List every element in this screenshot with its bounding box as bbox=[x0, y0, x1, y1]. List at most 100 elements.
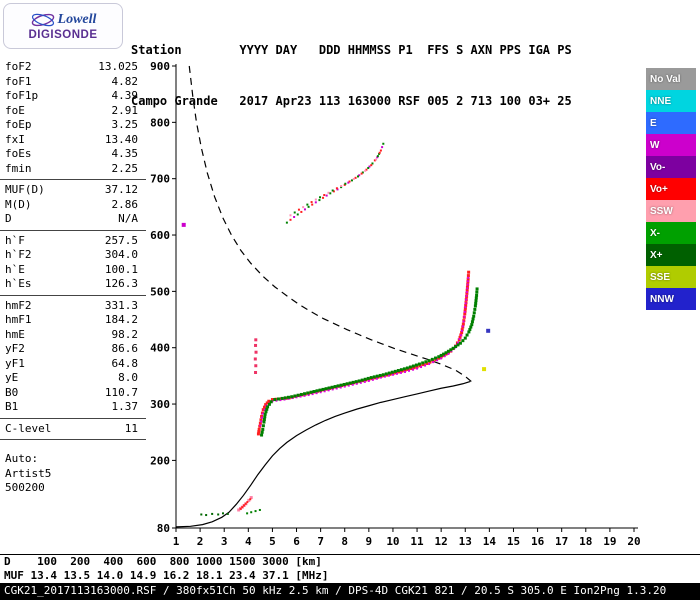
param-value: 2.25 bbox=[111, 161, 139, 175]
header-block: Station YYYY DAY DDD HHMMSS P1 FFS S AXN… bbox=[131, 0, 572, 144]
main-area: foF2 13.025 foF1 4.82 foF1p 4.39 foE 2.91 foEp 3.… bbox=[0, 54, 700, 554]
param-label: D bbox=[5, 212, 12, 225]
param-label: h`F bbox=[5, 233, 25, 247]
param-value: 37.12 bbox=[104, 183, 138, 196]
param-hes: h`Es 126.3 bbox=[0, 277, 146, 292]
param-value: N/A bbox=[118, 212, 138, 225]
y-tick-label: 500 bbox=[150, 285, 170, 298]
param-value: 86.6 bbox=[111, 342, 139, 355]
param-clevel: C-level 11 bbox=[0, 422, 146, 437]
y-tick-label: 80 bbox=[157, 522, 170, 535]
param-value: 184.2 bbox=[104, 313, 138, 326]
x-tick-label: 6 bbox=[293, 535, 300, 548]
param-md: M(D) 2.86 bbox=[0, 198, 146, 213]
param-label: 500200 bbox=[5, 481, 45, 494]
param-auto: Auto: bbox=[0, 452, 146, 467]
footer-status-bar: CGK21_2017113163000.RSF / 380fx51Ch 50 k… bbox=[0, 583, 700, 600]
param-label: Auto: bbox=[5, 452, 39, 465]
legend-item-sse: SSE bbox=[646, 266, 696, 288]
param-value: 13.40 bbox=[104, 132, 138, 146]
series-f-trace-extraordinary-green bbox=[260, 287, 479, 437]
x-tick-label: 7 bbox=[317, 535, 324, 548]
x-tick-label: 3 bbox=[221, 535, 228, 548]
legend-item-no-val: No Val bbox=[646, 68, 696, 90]
series-second-hop-upper bbox=[285, 142, 385, 224]
param-foep: foEp 3.25 bbox=[0, 118, 146, 133]
header-labels-line: Station YYYY DAY DDD HHMMSS P1 FFS S AXN… bbox=[131, 43, 572, 57]
distance-row: D 100 200 400 600 800 1000 1500 3000 [km… bbox=[4, 555, 322, 568]
param-label: foE bbox=[5, 103, 25, 117]
param-value: 4.82 bbox=[111, 74, 139, 88]
param-label: foEp bbox=[5, 118, 32, 131]
param-fxi: fxI 13.40 bbox=[0, 133, 146, 148]
param-fof1p: foF1p 4.39 bbox=[0, 89, 146, 104]
top-bar: Lowell DIGISONDE Station YYYY DAY DDD HH… bbox=[0, 0, 700, 108]
legend-item-vo-: Vo- bbox=[646, 156, 696, 178]
x-tick-label: 17 bbox=[555, 535, 568, 548]
param-value: 3.25 bbox=[111, 118, 139, 131]
param-yf2: yF2 86.6 bbox=[0, 342, 146, 357]
series-stray-echoes bbox=[181, 222, 491, 372]
y-tick-label: 800 bbox=[150, 116, 170, 129]
series-es-cluster-green bbox=[246, 508, 261, 515]
param-label: foF2 bbox=[5, 60, 32, 73]
series-e-layer-dots bbox=[200, 512, 229, 517]
y-tick-label: 600 bbox=[150, 229, 170, 242]
param-he: h`E 100.1 bbox=[0, 263, 146, 278]
param-value: 257.5 bbox=[104, 233, 138, 247]
param-group-0: foF2 13.025 foF1 4.82 foF1p 4.39 foE 2.91 foEp 3.… bbox=[0, 60, 146, 176]
y-tick-label: 700 bbox=[150, 173, 170, 186]
logo-top-row: Lowell bbox=[30, 11, 97, 28]
param-foes: foEs 4.35 bbox=[0, 147, 146, 162]
param-separator bbox=[0, 417, 146, 419]
param-group-5: Auto: Artist5 500200 bbox=[0, 452, 146, 496]
param-value: 100.1 bbox=[104, 262, 138, 276]
param-label: fxI bbox=[5, 132, 25, 146]
param-value: 13.025 bbox=[98, 60, 138, 73]
x-tick-label: 15 bbox=[507, 535, 520, 548]
param-separator bbox=[0, 294, 146, 296]
series-es-cluster-red bbox=[239, 498, 252, 510]
param-label: B0 bbox=[5, 385, 19, 399]
legend-item-nne: NNE bbox=[646, 90, 696, 112]
plot-area: 900 800 700 600 500 400 300 200 80 1 2 3 4 5 6 7 8 9 10 11 1… bbox=[146, 54, 646, 554]
x-tick-label: 5 bbox=[269, 535, 276, 548]
series-f-trace-ordinary-red bbox=[256, 270, 471, 436]
parameter-panel: foF2 13.025 foF1 4.82 foF1p 4.39 foE 2.91 foEp 3.… bbox=[0, 54, 146, 554]
param-fof2: foF2 13.025 bbox=[0, 60, 146, 75]
x-tick-label: 4 bbox=[245, 535, 252, 548]
x-tick-label: 12 bbox=[435, 535, 448, 548]
param-value: 8.0 bbox=[118, 371, 138, 384]
param-label: hmE bbox=[5, 327, 25, 341]
param-value: 331.3 bbox=[104, 298, 138, 312]
y-tick-label: 900 bbox=[150, 60, 170, 73]
muf-row: MUF 13.4 13.5 14.0 14.9 16.2 18.1 23.4 3… bbox=[4, 569, 329, 582]
param-value: 4.35 bbox=[111, 147, 139, 160]
param-value: 64.8 bbox=[111, 356, 139, 370]
y-tick-label: 300 bbox=[150, 398, 170, 411]
param-hf: h`F 257.5 bbox=[0, 234, 146, 249]
param-hmf1: hmF1 184.2 bbox=[0, 313, 146, 328]
param-value: 1.37 bbox=[111, 400, 139, 413]
logo-digisonde-text: DIGISONDE bbox=[28, 28, 98, 41]
param-b0: B0 110.7 bbox=[0, 386, 146, 401]
param-label: hmF2 bbox=[5, 298, 32, 312]
x-tick-label: 9 bbox=[366, 535, 373, 548]
header-values-line: Campo Grande 2017 Apr23 113 163000 RSF 0… bbox=[131, 94, 572, 108]
param-label: yF1 bbox=[5, 356, 25, 370]
param-group-4: C-level 11 bbox=[0, 422, 146, 437]
param-separator bbox=[0, 229, 146, 231]
param-label: h`F2 bbox=[5, 248, 32, 261]
x-tick-label: 20 bbox=[627, 535, 640, 548]
logo-lowell-text: Lowell bbox=[57, 11, 97, 27]
param-label: M(D) bbox=[5, 197, 32, 211]
param-label: C-level bbox=[5, 421, 52, 435]
param-d: D N/A bbox=[0, 212, 146, 227]
param-label: fmin bbox=[5, 161, 32, 175]
legend-item-nnw: NNW bbox=[646, 288, 696, 310]
series-f-trace-ordinary-magenta bbox=[259, 276, 470, 427]
x-tick-label: 11 bbox=[410, 535, 424, 548]
lowell-digisonde-logo: Lowell DIGISONDE bbox=[3, 3, 123, 49]
series-muf-transmission-curve bbox=[188, 65, 472, 382]
